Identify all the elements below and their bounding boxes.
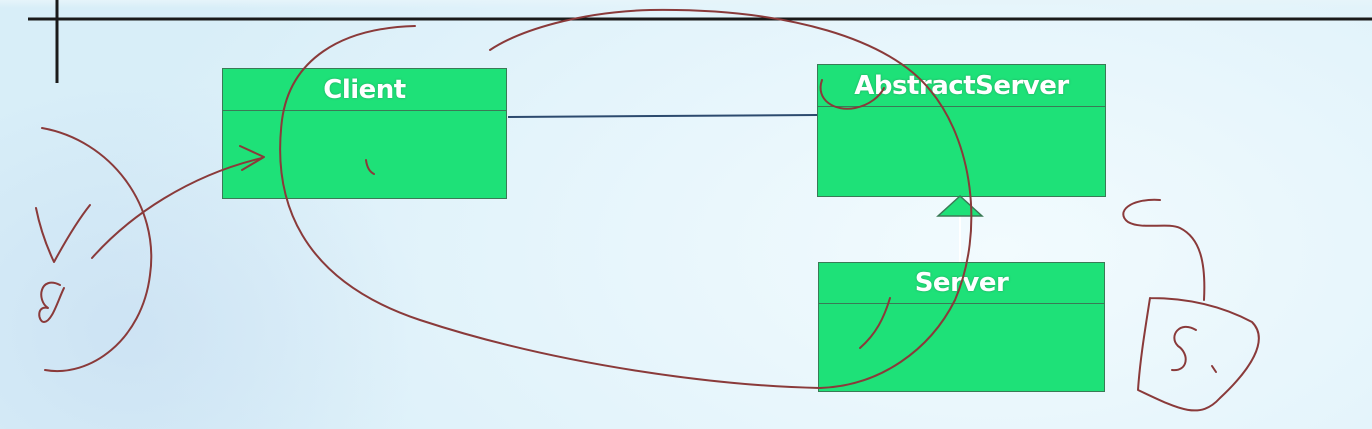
client-class: Client [222, 68, 507, 199]
handwritten-squiggle [38, 281, 65, 323]
abstractserver-class: AbstractServer [817, 64, 1106, 197]
right-box-doodle [1137, 297, 1260, 412]
slide-title-strip [0, 0, 1372, 8]
handwritten-s [1171, 325, 1197, 372]
association-line [507, 114, 818, 118]
generalization-arrowhead [936, 194, 984, 217]
client-class-name: Client [323, 74, 406, 105]
server-name-compartment: Server [819, 263, 1104, 304]
abstractserver-class-name: AbstractServer [854, 70, 1069, 101]
server-class: Server [818, 262, 1105, 392]
client-name-compartment: Client [223, 69, 506, 111]
right-curve-arrow [1122, 198, 1206, 301]
handwritten-v [35, 204, 91, 263]
handwritten-dot [1211, 365, 1217, 373]
server-class-name: Server [914, 268, 1009, 298]
left-arc [41, 127, 153, 373]
abstractserver-name-compartment: AbstractServer [818, 65, 1105, 107]
